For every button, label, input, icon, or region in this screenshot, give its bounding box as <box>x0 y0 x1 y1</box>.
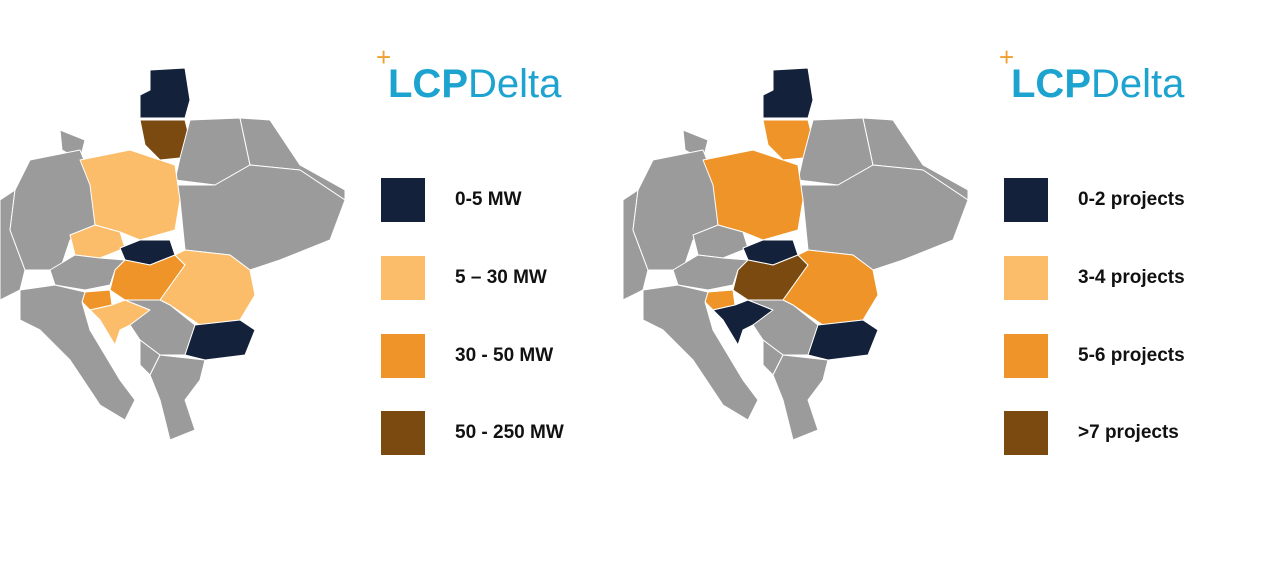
country <box>762 67 814 119</box>
logo-bold: LCP <box>1011 62 1091 106</box>
legend-label: >7 projects <box>1078 422 1179 443</box>
logo-plus: + <box>376 42 391 72</box>
legend-swatch <box>381 256 425 300</box>
logo-plus: + <box>999 42 1014 72</box>
legend-label: 30 - 50 MW <box>455 345 553 366</box>
legend-swatch <box>381 411 425 455</box>
country <box>807 319 879 361</box>
country <box>19 284 136 421</box>
legend-label: 3-4 projects <box>1078 267 1185 288</box>
legend-label: 0-5 MW <box>455 189 522 210</box>
country <box>124 299 196 356</box>
logo: LCPDelta <box>1011 62 1185 106</box>
legend-swatch <box>381 334 425 378</box>
legend-label: 5-6 projects <box>1078 345 1185 366</box>
panel: +LCPDelta 0-2 projects 3-4 projects 5-6 pro… <box>622 42 1185 455</box>
country <box>149 354 206 441</box>
legend-swatch <box>1004 178 1048 222</box>
logo-light: Delta <box>468 62 562 106</box>
legend-label: 0-2 projects <box>1078 189 1185 210</box>
country <box>702 149 804 241</box>
legend-swatch <box>381 178 425 222</box>
country <box>139 67 191 119</box>
legend-swatch <box>1004 334 1048 378</box>
logo: LCPDelta <box>388 62 562 106</box>
country <box>642 284 759 421</box>
legend-label: 5 – 30 MW <box>455 267 547 288</box>
country <box>797 164 969 271</box>
legend-swatch <box>1004 256 1048 300</box>
map <box>622 67 969 441</box>
logo-light: Delta <box>1091 62 1185 106</box>
map <box>0 67 346 441</box>
panel: +LCPDelta 0-5 MW 5 – 30 MW 30 - 50 MW 50 - 2… <box>0 42 564 455</box>
legend-label: 50 - 250 MW <box>455 422 564 443</box>
country <box>772 354 829 441</box>
country <box>184 319 256 361</box>
logo-bold: LCP <box>388 62 468 106</box>
legend-swatch <box>1004 411 1048 455</box>
country <box>747 299 819 356</box>
country <box>174 164 346 271</box>
country <box>79 149 181 241</box>
